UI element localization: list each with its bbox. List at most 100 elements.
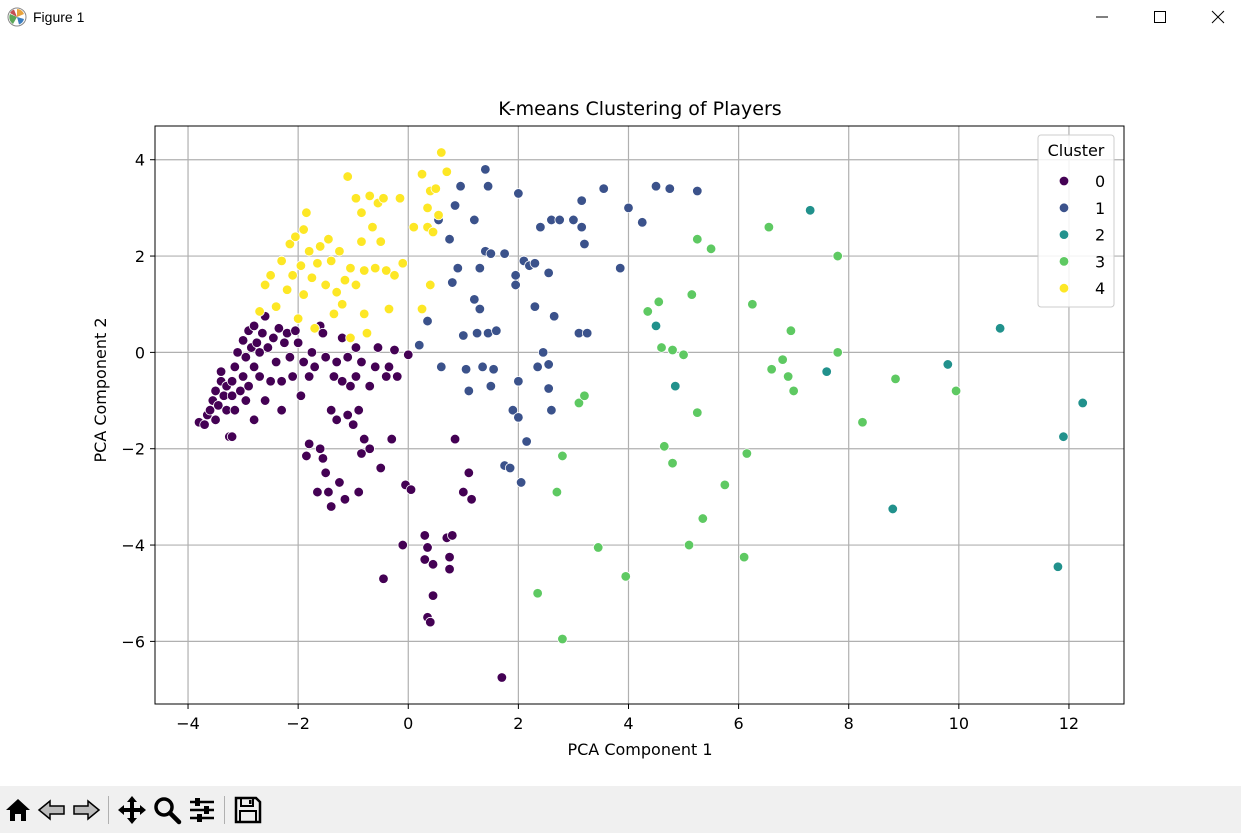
scatter-point-cluster-4	[425, 279, 436, 291]
scatter-point-cluster-0	[444, 563, 455, 575]
scatter-point-cluster-4	[381, 265, 392, 276]
scatter-point-cluster-0	[320, 467, 331, 479]
scatter-point-cluster-0	[262, 342, 274, 353]
pan-button[interactable]	[116, 794, 148, 826]
scatter-point-cluster-4	[298, 289, 309, 300]
scatter-point-cluster-4	[320, 279, 331, 291]
scatter-point-cluster-3	[678, 349, 689, 360]
scatter-point-cluster-0	[328, 371, 340, 382]
scatter-point-cluster-0	[273, 323, 285, 334]
legend-marker	[1058, 256, 1070, 267]
scatter-point-cluster-3	[692, 407, 703, 418]
scatter-point-cluster-1	[485, 248, 497, 259]
scatter-point-cluster-4	[375, 236, 386, 247]
scatter-point-cluster-0	[405, 484, 417, 495]
y-tick-label: −4	[121, 536, 145, 555]
x-tick-label: 2	[513, 714, 523, 733]
scatter-point-cluster-0	[270, 356, 282, 368]
save-button[interactable]	[232, 794, 264, 826]
scatter-point-cluster-1	[576, 221, 587, 233]
matplotlib-logo-icon	[7, 7, 27, 27]
scatter-point-cluster-1	[543, 383, 554, 394]
scatter-point-cluster-1	[615, 262, 626, 274]
scatter-point-cluster-0	[336, 376, 348, 387]
scatter-point-cluster-3	[659, 441, 670, 452]
scatter-point-cluster-0	[350, 371, 362, 382]
scatter-point-cluster-0	[248, 320, 260, 332]
scatter-point-cluster-1	[579, 238, 590, 250]
scatter-point-cluster-4	[378, 193, 389, 204]
scatter-point-cluster-0	[359, 433, 370, 445]
scatter-point-cluster-3	[551, 486, 563, 498]
back-button[interactable]	[36, 794, 68, 826]
forward-button[interactable]	[70, 794, 102, 826]
scatter-point-cluster-1	[491, 325, 502, 336]
scatter-point-cluster-0	[353, 404, 364, 416]
scatter-point-cluster-0	[229, 404, 241, 416]
scatter-point-cluster-0	[268, 332, 279, 344]
scatter-point-cluster-0	[356, 448, 367, 459]
scatter-point-cluster-0	[229, 361, 241, 373]
home-button[interactable]	[2, 794, 34, 826]
scatter-point-cluster-1	[637, 217, 648, 228]
scatter-point-cluster-0	[317, 453, 329, 464]
scatter-point-cluster-3	[656, 342, 667, 353]
scatter-point-cluster-4	[306, 272, 318, 283]
scatter-point-cluster-1	[664, 183, 675, 194]
y-tick-label: −2	[121, 440, 145, 459]
scatter-point-cluster-0	[276, 376, 287, 387]
figure-canvas[interactable]: −4 −2 0 2 4 6 8 10 12 −6 −4 −2 0 2 4 K-means Clusterin…	[0, 36, 1241, 786]
scatter-point-cluster-3	[788, 385, 799, 397]
scatter-point-cluster-1	[414, 339, 425, 351]
scatter-point-cluster-0	[257, 327, 268, 339]
scatter-point-cluster-4	[312, 258, 323, 269]
scatter-point-cluster-3	[857, 417, 868, 428]
scatter-point-cluster-3	[692, 233, 703, 245]
scatter-point-cluster-0	[444, 551, 455, 563]
scatter-point-cluster-4	[259, 279, 271, 291]
scatter-point-cluster-4	[323, 233, 334, 245]
scatter-point-cluster-0	[265, 376, 276, 387]
scatter-point-cluster-4	[334, 246, 345, 257]
legend-label: 1	[1095, 199, 1105, 218]
minimize-button[interactable]	[1079, 0, 1125, 34]
window-titlebar: Figure 1	[0, 0, 1241, 36]
scatter-point-cluster-4	[364, 190, 375, 202]
scatter-point-cluster-0	[320, 352, 331, 363]
scatter-point-cluster-0	[449, 433, 461, 445]
scatter-point-cluster-0	[353, 486, 364, 498]
scatter-point-cluster-0	[350, 342, 362, 353]
scatter-point-cluster-2	[994, 323, 1006, 334]
scatter-point-cluster-0	[466, 494, 477, 505]
configure-subplots-button[interactable]	[186, 794, 218, 826]
legend-marker	[1058, 229, 1070, 240]
scatter-point-cluster-0	[237, 371, 249, 382]
scatter-point-cluster-0	[331, 356, 342, 368]
scatter-point-cluster-0	[342, 409, 353, 421]
scatter-point-cluster-4	[336, 299, 348, 310]
scatter-point-cluster-0	[370, 361, 381, 373]
toolbar-separator	[224, 796, 225, 824]
scatter-point-cluster-3	[738, 551, 750, 563]
scatter-point-cluster-0	[372, 342, 384, 353]
scatter-point-cluster-1	[485, 380, 497, 392]
scatter-point-cluster-1	[510, 279, 521, 291]
scatter-point-cluster-3	[579, 390, 590, 401]
zoom-button[interactable]	[151, 794, 183, 826]
scatter-point-cluster-4	[350, 279, 362, 291]
scatter-point-cluster-0	[378, 573, 389, 584]
scatter-point-cluster-3	[532, 588, 543, 599]
scatter-point-cluster-4	[383, 303, 395, 315]
scatter-point-cluster-0	[309, 361, 320, 373]
scatter-point-cluster-3	[763, 221, 775, 233]
close-button[interactable]	[1195, 0, 1241, 34]
legend-marker	[1058, 175, 1070, 187]
scatter-point-cluster-4	[389, 270, 400, 281]
back-icon	[37, 799, 65, 821]
scatter-point-cluster-3	[667, 457, 678, 469]
legend-marker	[1058, 282, 1070, 294]
maximize-button[interactable]	[1137, 0, 1183, 34]
scatter-point-cluster-2	[887, 503, 898, 515]
scatter-point-cluster-2	[1077, 397, 1088, 409]
x-tick-label: 12	[1059, 714, 1079, 733]
